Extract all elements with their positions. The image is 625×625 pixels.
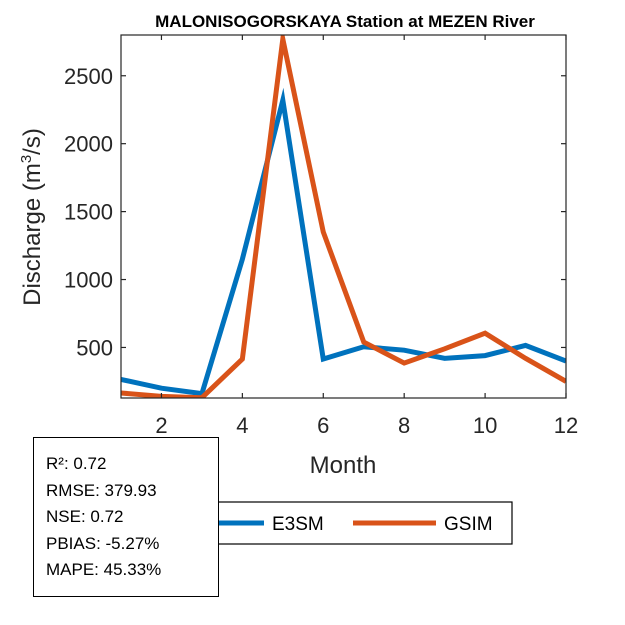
stat-nse: NSE: 0.72 — [46, 507, 124, 527]
stat-r2: R²: 0.72 — [46, 454, 107, 473]
y-tick-label: 1000 — [64, 268, 113, 293]
y-tick-label: 2000 — [64, 132, 113, 157]
x-tick-label: 8 — [398, 413, 410, 438]
y-tick-label: 2500 — [64, 64, 113, 89]
x-tick-label: 10 — [473, 413, 497, 438]
x-axis-label: Month — [310, 452, 377, 479]
y-axis-label-tail: /s) — [19, 128, 46, 155]
legend-label-gsim: GSIM — [444, 514, 493, 535]
legend: E3SM GSIM — [208, 501, 513, 545]
stats-box: R²: 0.72 RMSE: 379.93 NSE: 0.72 PBIAS: -… — [33, 437, 219, 597]
x-tick-label: 12 — [554, 413, 578, 438]
series-line-e3sm — [121, 87, 566, 397]
stat-rmse: RMSE: 379.93 — [46, 480, 157, 500]
stat-pbias: PBIAS: -5.27% — [46, 533, 160, 553]
y-tick-label: 1500 — [64, 200, 113, 225]
stat-mape: MAPE: 45.33% — [46, 560, 162, 580]
x-tick-label: 6 — [317, 413, 329, 438]
chart-title: MALONISOGORSKAYA Station at MEZEN River — [155, 12, 535, 31]
y-axis-label-superscript: 3 — [18, 155, 35, 163]
legend-label-e3sm: E3SM — [272, 514, 324, 535]
y-tick-label: 500 — [76, 335, 113, 360]
y-axis-label: Discharge (m3/s) — [18, 128, 46, 306]
x-tick-label: 2 — [155, 413, 167, 438]
y-axis-label-main: Discharge (m — [19, 163, 46, 306]
plot-frame — [120, 34, 567, 399]
x-tick-label: 4 — [236, 413, 248, 438]
